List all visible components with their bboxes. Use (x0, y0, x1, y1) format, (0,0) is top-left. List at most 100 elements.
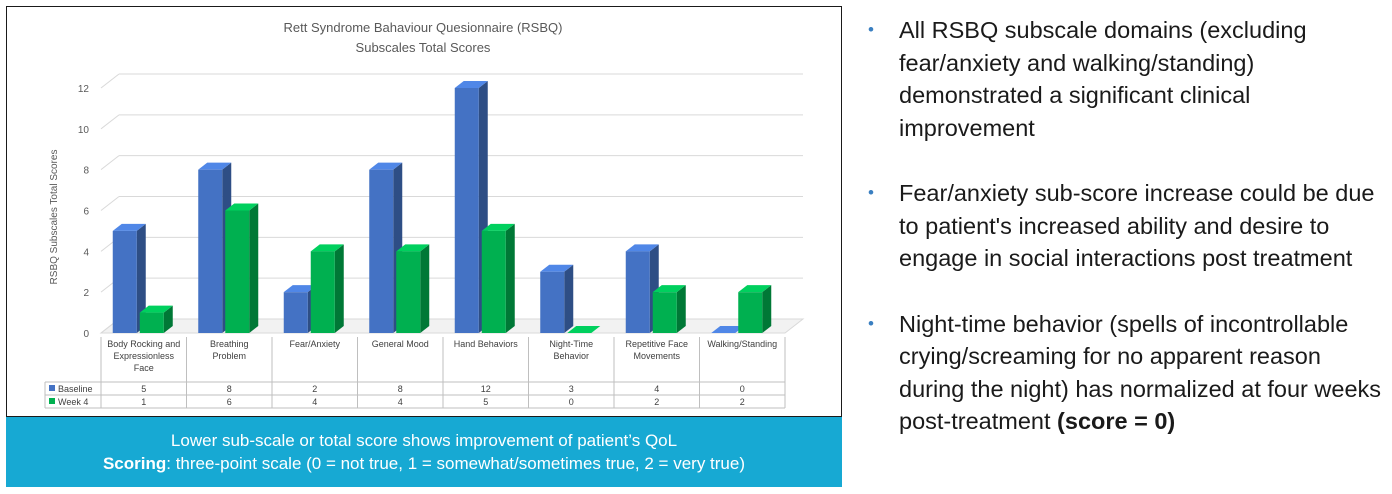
bar-side (136, 223, 146, 333)
bullet-text: Fear/anxiety sub-score increase could be… (899, 180, 1375, 271)
bar (112, 230, 137, 333)
chart-subtitle: Subscales Total Scores (356, 40, 491, 55)
data-table-value: 2 (654, 397, 659, 407)
x-category-label: Face (134, 363, 154, 373)
bar-side (420, 244, 430, 333)
chart-panel: Rett Syndrome Bahaviour Quesionnaire (RS… (6, 6, 842, 417)
chart-title: Rett Syndrome Bahaviour Quesionnaire (RS… (284, 20, 563, 35)
bullet-dot-icon: • (868, 313, 874, 333)
x-category-label: Breathing (210, 339, 249, 349)
bullet-text: All RSBQ subscale domains (excluding fea… (899, 17, 1307, 141)
data-table-value: 4 (654, 384, 659, 394)
bar-top (454, 81, 488, 88)
y-tick-label: 0 (83, 329, 89, 340)
data-table-value: 5 (483, 397, 488, 407)
data-table-value: 8 (227, 384, 232, 394)
data-table-value: 2 (312, 384, 317, 394)
bar (310, 251, 335, 333)
bar-top (396, 244, 430, 252)
x-category-label: Hand Behaviors (454, 339, 519, 349)
bar-side (249, 203, 259, 333)
legend-swatch (49, 385, 55, 391)
y-tick-label: 2 (83, 288, 89, 299)
bar-top (540, 264, 574, 272)
bar (625, 251, 650, 333)
caption-line-2: Scoring: three-point scale (0 = not true… (6, 452, 842, 475)
x-category-label: Repetitive Face (625, 339, 688, 349)
data-table-value: 5 (141, 384, 146, 394)
data-table-value: 2 (740, 397, 745, 407)
bar (652, 292, 677, 333)
data-table-value: 6 (227, 397, 232, 407)
y-tick-label: 4 (83, 247, 89, 258)
legend-swatch (49, 398, 55, 404)
bar-side (334, 244, 344, 333)
caption-line-1: Lower sub-scale or total score shows imp… (170, 431, 678, 450)
bar-top (198, 162, 232, 170)
bar-top (711, 326, 745, 333)
y-tick-label: 10 (78, 125, 90, 136)
data-table-value: 8 (398, 384, 403, 394)
x-category-label: Problem (212, 351, 246, 361)
caption-bar: Lower sub-scale or total score shows imp… (6, 417, 842, 487)
bar-top (652, 285, 686, 293)
bar-side (505, 223, 515, 333)
bullet-list: • All RSBQ subscale domains (excluding fe… (866, 14, 1388, 471)
bar-top (112, 223, 146, 231)
data-table-value: 3 (569, 384, 574, 394)
bar-top (225, 203, 259, 211)
x-category-label: Body Rocking and (107, 339, 180, 349)
bar (454, 88, 479, 333)
data-table-value: 4 (398, 397, 403, 407)
gridline-side (100, 196, 120, 211)
legend-label: Baseline (58, 384, 93, 394)
bar-top (481, 223, 515, 231)
rsbq-bar-chart: Rett Syndrome Bahaviour Quesionnaire (RS… (44, 20, 805, 409)
bar (139, 312, 164, 333)
data-table-value: 1 (141, 397, 146, 407)
scoring-text: : three-point scale (0 = not true, 1 = s… (166, 454, 746, 473)
bar-top (369, 162, 403, 170)
bar (283, 292, 308, 333)
bar-side (676, 285, 686, 333)
bar (738, 292, 763, 333)
x-category-label: Movements (633, 351, 680, 361)
bar-side (564, 264, 574, 333)
bar-top (625, 244, 659, 252)
y-tick-label: 12 (78, 84, 90, 95)
x-category-label: Behavior (553, 351, 589, 361)
scoring-label: Scoring (102, 454, 167, 473)
bullet-bold-text: (score = 0) (1057, 408, 1176, 434)
bullet-dot-icon: • (868, 20, 874, 39)
gridline-side (100, 155, 120, 171)
bar (481, 230, 506, 333)
bar-top (139, 305, 173, 313)
bar-top (283, 285, 317, 293)
x-category-label: Walking/Standing (707, 339, 777, 349)
data-table-value: 0 (569, 397, 574, 407)
bar (198, 169, 223, 333)
y-tick-label: 6 (83, 207, 89, 218)
y-axis-label: RSBQ Subscales Total Scores (49, 150, 60, 285)
bullet-dot-icon: • (868, 183, 874, 202)
data-table-value: 4 (312, 397, 317, 407)
bar-top (567, 326, 601, 333)
gridline-side (100, 114, 120, 130)
bar-top (738, 285, 772, 293)
x-category-label: Expressionless (113, 351, 174, 361)
bar (369, 169, 394, 333)
x-category-label: Night-Time (549, 339, 593, 349)
bullet-item: • Night-time behavior (spells of incontro… (866, 308, 1388, 438)
legend-label: Week 4 (58, 397, 88, 407)
data-table-value: 0 (740, 384, 745, 394)
bullet-item: • Fear/anxiety sub-score increase could b… (866, 177, 1388, 275)
x-category-label: General Mood (372, 339, 429, 349)
y-tick-label: 8 (83, 166, 89, 177)
x-category-label: Fear/Anxiety (289, 339, 340, 349)
bar (396, 251, 421, 333)
bar-side (163, 305, 173, 333)
gridline-side (100, 73, 120, 89)
bar-top (310, 244, 344, 252)
bullet-item: • All RSBQ subscale domains (excluding fe… (866, 14, 1388, 144)
bar (225, 210, 250, 333)
